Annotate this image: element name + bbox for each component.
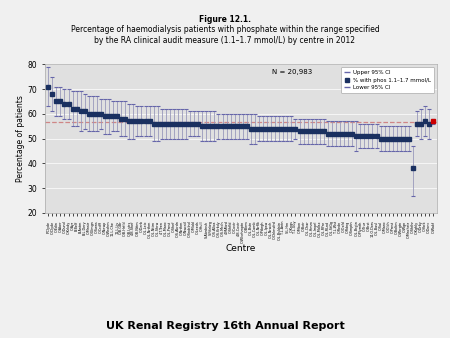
Y-axis label: Percentage of patients: Percentage of patients (16, 95, 25, 182)
Text: Percentage of haemodialysis patients with phosphate within the range specified
b: Percentage of haemodialysis patients wit… (71, 25, 379, 45)
Text: UK Renal Registry 16th Annual Report: UK Renal Registry 16th Annual Report (106, 321, 344, 331)
X-axis label: Centre: Centre (225, 244, 256, 253)
Text: Figure 12.1.: Figure 12.1. (199, 15, 251, 24)
Text: N = 20,983: N = 20,983 (272, 69, 312, 75)
Legend: Upper 95% CI, % with phos 1.1–1.7 mmol/L, Lower 95% CI: Upper 95% CI, % with phos 1.1–1.7 mmol/L… (341, 67, 434, 93)
